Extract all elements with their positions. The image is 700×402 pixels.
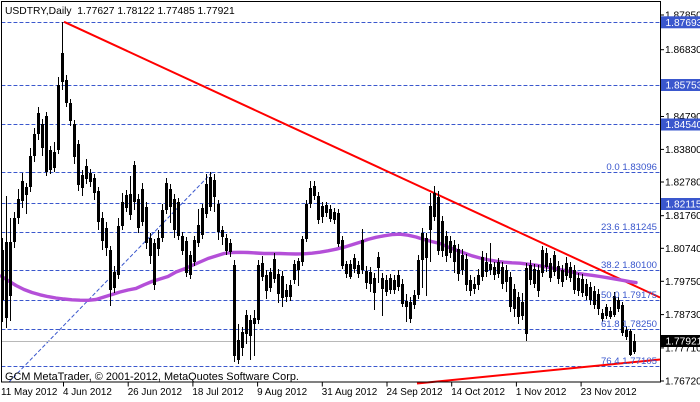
svg-text:9 Aug 2012: 9 Aug 2012 [257,387,307,398]
svg-text:11 May 2012: 11 May 2012 [1,387,57,398]
svg-text:61.8 1.78250: 61.8 1.78250 [601,319,657,330]
svg-text:1.82780: 1.82780 [665,178,700,189]
svg-text:1.78730: 1.78730 [665,310,700,321]
svg-text:26 Jun 2012: 26 Jun 2012 [128,387,182,398]
svg-text:14 Oct 2012: 14 Oct 2012 [451,387,505,398]
svg-text:1.77710: 1.77710 [665,343,700,354]
svg-text:1.76720: 1.76720 [665,377,700,388]
svg-text:USDTRY,Daily 1.77627 1.78122: USDTRY,Daily 1.77627 1.78122 1.77485 1.7… [5,6,235,17]
svg-text:1.87850: 1.87850 [665,11,700,22]
svg-text:24 Sep 2012: 24 Sep 2012 [387,387,443,398]
svg-text:1.84540: 1.84540 [666,120,700,131]
svg-text:1.83800: 1.83800 [665,145,700,156]
svg-text:23 Nov 2012: 23 Nov 2012 [581,387,637,398]
svg-text:4 Jun 2012: 4 Jun 2012 [63,387,112,398]
svg-text:23.6 1.81245: 23.6 1.81245 [601,222,657,233]
svg-text:38.2 1.80100: 38.2 1.80100 [601,260,657,271]
svg-text:18 Jul 2012: 18 Jul 2012 [192,387,243,398]
svg-text:50.0 1.79175: 50.0 1.79175 [601,290,657,301]
svg-text:1.77921: 1.77921 [666,337,700,348]
svg-text:1.81760: 1.81760 [665,211,700,222]
svg-text:1 Nov 2012: 1 Nov 2012 [516,387,567,398]
svg-text:1.87693: 1.87693 [666,18,700,29]
svg-text:1.79750: 1.79750 [665,277,700,288]
svg-text:0.0 1.83096: 0.0 1.83096 [606,162,657,173]
svg-text:1.86830: 1.86830 [665,45,700,56]
svg-text:1.84790: 1.84790 [665,112,700,123]
svg-text:31 Aug 2012: 31 Aug 2012 [322,387,377,398]
svg-text:1.82115: 1.82115 [666,200,700,211]
svg-text:1.85753: 1.85753 [666,81,700,92]
svg-text:GCM MetaTrader, © 2001-2012, M: GCM MetaTrader, © 2001-2012, MetaQuotes … [5,371,299,383]
svg-text:76.4 1.77105: 76.4 1.77105 [601,356,657,367]
svg-text:1.80740: 1.80740 [665,244,700,255]
